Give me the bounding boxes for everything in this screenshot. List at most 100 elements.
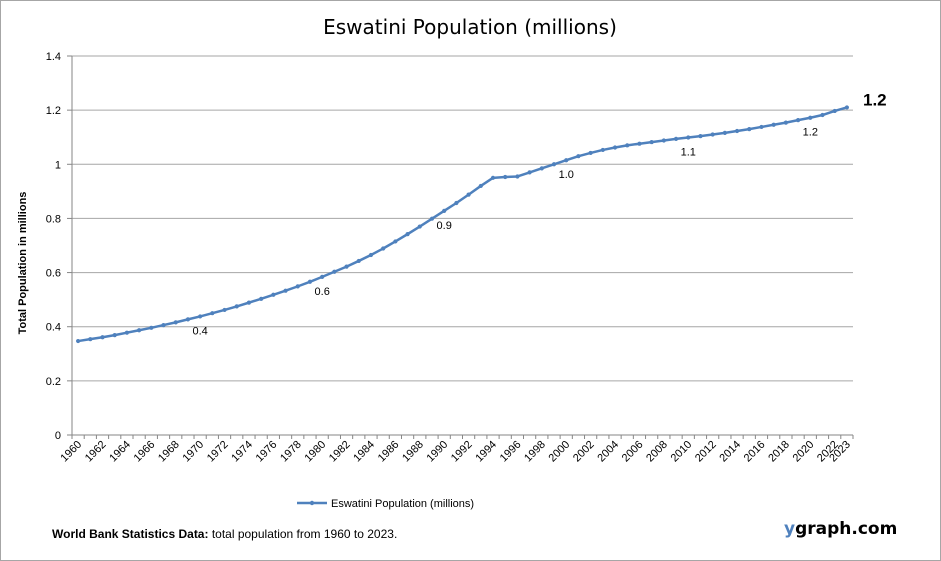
data-point xyxy=(612,145,618,150)
data-point xyxy=(747,126,752,132)
data-point xyxy=(198,314,203,319)
data-point xyxy=(246,300,252,305)
source-note-text: total population from 1960 to 2023. xyxy=(208,527,398,541)
data-point xyxy=(405,232,410,237)
x-tick-label: 1966 xyxy=(132,439,158,465)
data-point xyxy=(795,118,801,123)
data-point xyxy=(539,166,544,171)
data-point xyxy=(576,154,581,159)
data-point xyxy=(442,208,447,213)
y-tick-label: 0.8 xyxy=(46,213,61,225)
chart-title: Eswatini Population (millions) xyxy=(323,15,617,39)
data-point xyxy=(551,162,557,167)
data-point xyxy=(137,328,142,333)
data-point xyxy=(234,304,239,309)
end-value-label: 1.2 xyxy=(863,90,887,109)
x-tick-label: 1984 xyxy=(351,439,377,465)
y-tick-label: 0.6 xyxy=(46,268,61,280)
data-point xyxy=(808,115,813,120)
data-point xyxy=(600,147,605,153)
data-point xyxy=(76,338,81,344)
x-tick-label: 1992 xyxy=(449,439,475,465)
x-tick-label: 2000 xyxy=(547,439,573,465)
x-tick-label: 1964 xyxy=(107,439,133,465)
data-point xyxy=(356,258,361,264)
data-point xyxy=(698,134,703,139)
brand-y: y xyxy=(784,519,796,539)
x-tick-label: 1982 xyxy=(327,439,353,465)
data-point xyxy=(771,122,776,127)
x-tick-label: 1994 xyxy=(473,439,499,465)
y-tick-label: 1.2 xyxy=(46,105,61,117)
x-tick-label: 2018 xyxy=(766,439,792,465)
x-tick-label: 1990 xyxy=(425,439,451,465)
series-line xyxy=(77,106,848,343)
data-point xyxy=(722,130,727,135)
y-tick-label: 0 xyxy=(55,430,61,442)
x-tick-label: 1978 xyxy=(278,439,304,465)
data-point xyxy=(88,337,93,342)
data-point xyxy=(124,330,130,335)
x-tick-label: 2006 xyxy=(620,439,646,465)
data-labels: 0.4 0.6 0.9 1.0 1.1 1.2 1.2 xyxy=(192,90,886,337)
data-point xyxy=(185,317,191,322)
x-tick-label: 1988 xyxy=(400,439,426,465)
y-tick-label: 0.4 xyxy=(46,322,61,334)
x-tick-label: 1996 xyxy=(498,439,524,465)
legend-label: Eswatini Population (millions) xyxy=(331,498,474,510)
data-point xyxy=(564,158,569,163)
data-point xyxy=(295,284,300,289)
data-point xyxy=(429,216,435,221)
data-point xyxy=(283,288,288,293)
y-tick-labels: 0 0.2 0.4 0.6 0.8 1 1.2 1.4 xyxy=(46,51,61,442)
y-axis-label: Total Population in millions xyxy=(17,192,29,335)
data-label: 1.0 xyxy=(559,169,574,181)
x-tick-label: 1980 xyxy=(302,439,328,465)
data-point xyxy=(820,112,825,118)
data-point xyxy=(832,108,837,114)
data-point xyxy=(503,174,508,180)
data-point xyxy=(625,143,630,148)
brand-logo: ygraph.com xyxy=(784,519,897,539)
source-note-label: World Bank Statistics Data: xyxy=(52,527,209,541)
x-tick-label: 1976 xyxy=(254,439,280,465)
x-tick-label: 1972 xyxy=(205,439,231,465)
data-point xyxy=(844,105,849,110)
data-label: 1.1 xyxy=(681,146,696,158)
x-tick-label: 2016 xyxy=(742,439,768,465)
data-point xyxy=(661,138,666,143)
data-point xyxy=(686,135,691,140)
data-point xyxy=(759,124,764,130)
legend: Eswatini Population (millions) xyxy=(297,498,474,510)
data-point xyxy=(417,224,422,229)
data-point xyxy=(320,274,325,280)
data-label: 0.4 xyxy=(192,325,207,337)
data-point xyxy=(381,246,386,251)
data-point xyxy=(649,139,654,145)
y-tick-label: 1.4 xyxy=(46,51,61,63)
x-tick-label: 2014 xyxy=(717,439,743,465)
x-tick-label: 2002 xyxy=(571,439,597,465)
data-point xyxy=(515,174,520,179)
data-point xyxy=(637,141,642,146)
x-tick-label: 1998 xyxy=(522,439,548,465)
x-tick-label: 2010 xyxy=(669,439,695,465)
brand-rest: graph.com xyxy=(795,519,898,539)
data-point xyxy=(222,307,227,313)
data-point xyxy=(210,311,215,316)
data-point xyxy=(466,192,471,197)
data-point xyxy=(368,252,374,258)
y-tick-label: 1 xyxy=(55,159,61,171)
legend-swatch-marker xyxy=(309,500,315,506)
data-point xyxy=(490,175,496,180)
x-tick-label: 2008 xyxy=(644,439,670,465)
data-point xyxy=(307,279,313,284)
data-point xyxy=(393,239,398,244)
x-tick-label: 1974 xyxy=(229,439,255,465)
data-point xyxy=(344,264,349,269)
axes xyxy=(67,55,854,439)
x-tick-label: 1960 xyxy=(58,439,84,465)
x-tick-label: 2004 xyxy=(595,439,621,465)
data-point xyxy=(332,269,337,274)
